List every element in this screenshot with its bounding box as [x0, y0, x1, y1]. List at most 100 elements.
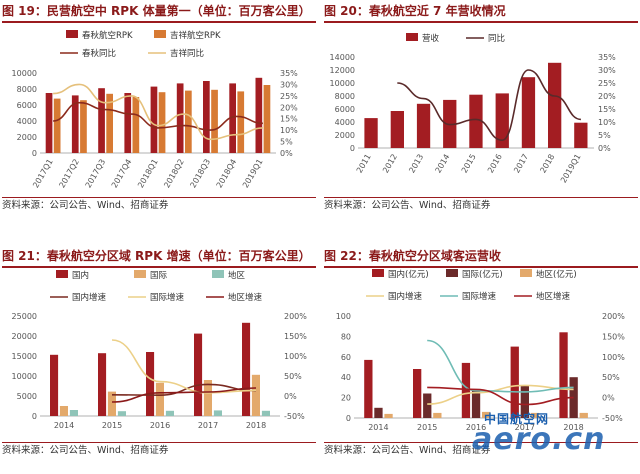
x-tick-label: 2014	[54, 421, 74, 430]
y2-tick-label: 10%	[280, 126, 298, 135]
bar	[255, 77, 263, 153]
legend-swatch	[446, 269, 458, 277]
series-line	[111, 383, 257, 397]
bar	[261, 410, 270, 416]
y-tick-label: 10000	[12, 69, 37, 78]
series-line	[52, 101, 263, 131]
bar	[107, 391, 116, 416]
series-line	[397, 69, 582, 142]
bar	[213, 410, 222, 416]
chart-panel-1: 图 19：民营航空中 RPK 体量第一（单位：百万客公里） 春秋航空RPK 吉祥航…	[2, 1, 316, 229]
legend-label: 营收	[422, 33, 440, 44]
bar	[521, 77, 536, 148]
bar	[416, 103, 431, 148]
chart-title: 图 20：春秋航空近 7 年营收情况	[324, 1, 638, 23]
bar	[559, 332, 568, 418]
bar	[80, 100, 87, 153]
y-tick-label: 80	[341, 332, 351, 341]
x-tick-label: 2017Q1	[31, 157, 55, 189]
legend-label: 国内	[72, 270, 89, 281]
legend-label: 地区	[228, 270, 246, 281]
chart-source: 资料来源：公司公告、Wind、招商证券	[324, 197, 638, 214]
y-tick-label: 20000	[12, 332, 37, 341]
legend-label: 国际增速	[462, 291, 497, 302]
x-tick-label: 2018	[538, 153, 556, 175]
bar	[59, 406, 68, 416]
y2-tick-label: 30%	[280, 80, 298, 89]
bar	[251, 374, 260, 416]
y2-tick-label: 20%	[598, 92, 616, 101]
bar	[45, 93, 53, 153]
legend-label: 同比	[488, 33, 505, 44]
y2-tick-label: -50%	[602, 414, 623, 423]
y-tick-label: 0	[346, 414, 351, 423]
bar	[364, 359, 373, 418]
x-tick-label: 2017	[512, 152, 530, 174]
x-tick-label: 2017Q4	[110, 158, 134, 190]
y-tick-label: 4000	[17, 117, 37, 126]
legend-label: 吉祥同比	[170, 48, 204, 59]
x-tick-label: 2018Q3	[188, 157, 212, 189]
y-tick-label: 10000	[330, 79, 355, 88]
watermark-top-text: 中国航空网	[484, 412, 550, 426]
bar	[469, 94, 483, 148]
bar	[132, 97, 140, 153]
bar	[579, 412, 588, 418]
revenue-chart: 营收 同比 0 2000 4000 6000 8000 10000 12000 14000 0% 5%…	[330, 33, 616, 185]
y-tick-label: 15000	[12, 352, 37, 361]
bar	[106, 93, 113, 153]
y2-tick-label: 0%	[602, 394, 615, 403]
y-tick-label: 40	[341, 373, 351, 382]
y2-tick-label: 20%	[280, 103, 298, 112]
y2-tick-label: 200%	[284, 312, 307, 321]
chart-panel-4: 图 22：春秋航空分区域客运营收 国内(亿元) 国际(亿元) 地区(亿元) 国内增速国…	[324, 246, 638, 474]
y2-tick-label: 150%	[602, 332, 625, 341]
x-tick-label: 2017Q3	[84, 158, 108, 190]
bar	[50, 354, 59, 416]
y-tick-label: 0	[32, 412, 37, 421]
legend-label: 国内增速	[72, 292, 107, 303]
bar	[433, 412, 442, 418]
legend-swatch	[406, 33, 418, 41]
bar	[165, 410, 174, 416]
bar	[263, 85, 271, 153]
y2-tick-label: 0%	[598, 144, 611, 153]
bar	[364, 118, 378, 148]
bar	[211, 89, 218, 153]
y-tick-label: 8000	[17, 85, 37, 94]
legend-swatch	[134, 270, 146, 278]
rpk-chart: 春秋航空RPK 吉祥航空RPK 春秋同比 吉祥同比 0 2000 4000 6000 8000 1…	[12, 30, 298, 190]
bar	[69, 410, 78, 416]
x-tick-label: 2016	[486, 152, 504, 174]
y-tick-label: 12000	[330, 66, 355, 75]
y2-tick-label: 100%	[602, 353, 625, 362]
x-tick-label: 2012	[381, 152, 399, 174]
chart-title: 图 22：春秋航空分区域客运营收	[324, 246, 638, 268]
legend-swatch	[56, 270, 68, 278]
x-tick-label: 2018Q4	[215, 158, 239, 190]
y2-tick-label: 15%	[280, 115, 298, 124]
chart-panel-3: 图 21：春秋航空分区域 RPK 增速（单位：百万客公里） 国内 国际 地区 国内增速…	[2, 246, 316, 474]
bar	[548, 62, 562, 148]
y-tick-label: 20	[341, 394, 351, 403]
x-tick-label: 2017Q2	[57, 157, 81, 189]
bar	[423, 393, 432, 418]
x-tick-label: 2018Q2	[162, 157, 186, 189]
y-tick-label: 10000	[12, 372, 37, 381]
y-tick-label: 2000	[335, 131, 355, 140]
bar	[471, 389, 481, 418]
bar	[482, 411, 491, 418]
y-tick-label: 4000	[335, 118, 355, 127]
bar	[98, 88, 105, 153]
series-line	[427, 339, 574, 393]
bar	[495, 93, 509, 148]
bar	[229, 83, 236, 153]
y2-tick-label: 10%	[598, 118, 616, 127]
bar	[185, 90, 192, 153]
bar	[117, 411, 126, 416]
series-line	[53, 83, 263, 141]
y2-tick-label: 35%	[598, 53, 616, 62]
y-tick-label: 0	[350, 144, 355, 153]
chart-source: 资料来源：公司公告、Wind、招商证券	[2, 197, 316, 214]
